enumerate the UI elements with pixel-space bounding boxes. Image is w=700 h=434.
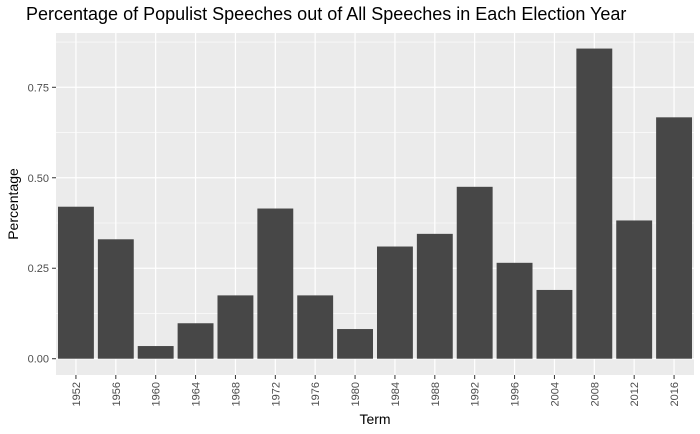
bar-1980 bbox=[337, 329, 374, 359]
x-tick-label: 1956 bbox=[111, 382, 123, 406]
x-tick-label: 1972 bbox=[270, 382, 282, 406]
x-tick-label: 1988 bbox=[430, 382, 442, 406]
bar-2012 bbox=[616, 220, 653, 359]
y-axis: 0.00 0.25 0.50 0.75 bbox=[28, 82, 56, 366]
y-tick-label: 0.00 bbox=[28, 354, 49, 366]
bar-1968 bbox=[217, 295, 254, 359]
bar-1996 bbox=[496, 262, 533, 359]
bar-2016 bbox=[656, 117, 693, 359]
bar-1976 bbox=[297, 295, 334, 359]
bar-1984 bbox=[376, 246, 413, 359]
x-tick-label: 2012 bbox=[629, 382, 641, 406]
bars bbox=[57, 48, 693, 359]
x-axis-title: Term bbox=[359, 411, 390, 427]
bar-2008 bbox=[576, 48, 613, 359]
x-tick-label: 1976 bbox=[310, 382, 322, 406]
x-tick-label: 1992 bbox=[470, 382, 482, 406]
x-tick-label: 2004 bbox=[549, 382, 561, 406]
x-tick-label: 1984 bbox=[390, 382, 402, 406]
x-tick-label: 1968 bbox=[230, 382, 242, 406]
bar-1972 bbox=[257, 208, 294, 359]
bar-1960 bbox=[137, 346, 174, 359]
y-tick-label: 0.25 bbox=[28, 263, 49, 275]
bar-1992 bbox=[456, 186, 493, 359]
x-axis: 1952 1956 1960 1964 1968 1972 1976 1980 1984 1988… bbox=[71, 375, 681, 406]
chart-title: Percentage of Populist Speeches out of A… bbox=[26, 4, 627, 24]
bar-1988 bbox=[416, 233, 453, 359]
x-tick-label: 2016 bbox=[669, 382, 681, 406]
bar-2004 bbox=[536, 289, 573, 359]
x-tick-label: 1980 bbox=[350, 382, 362, 406]
y-tick-label: 0.50 bbox=[28, 173, 49, 185]
x-tick-label: 1964 bbox=[191, 382, 203, 406]
x-tick-label: 1996 bbox=[510, 382, 522, 406]
y-axis-title: Percentage bbox=[5, 168, 21, 240]
y-tick-label: 0.75 bbox=[28, 82, 49, 94]
bar-1952 bbox=[57, 206, 94, 359]
x-tick-label: 1960 bbox=[151, 382, 163, 406]
x-tick-label: 2008 bbox=[589, 382, 601, 406]
x-tick-label: 1952 bbox=[71, 382, 83, 406]
bar-1964 bbox=[177, 323, 214, 359]
bar-1956 bbox=[97, 239, 134, 359]
